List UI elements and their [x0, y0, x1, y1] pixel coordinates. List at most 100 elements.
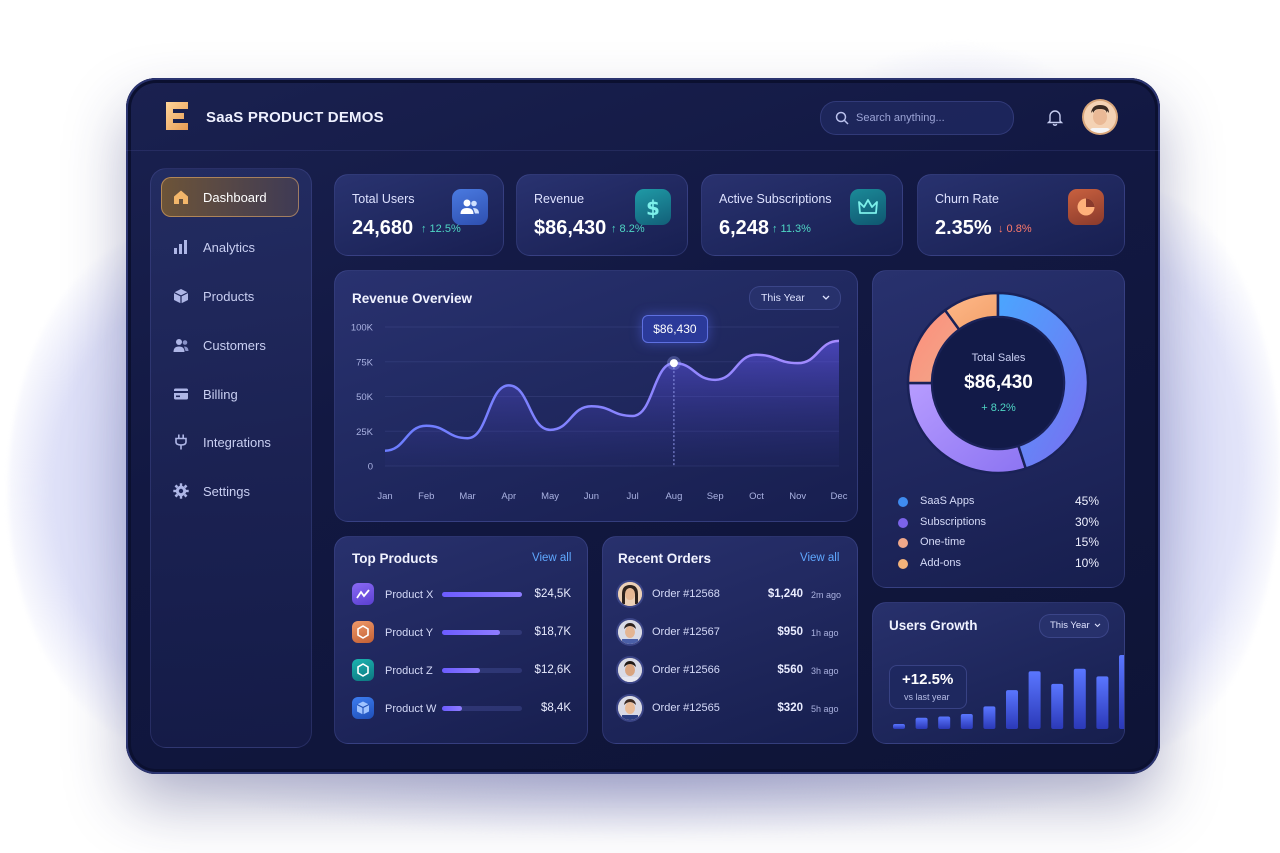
order-time: 1h ago: [811, 628, 839, 638]
sidebar-item-products[interactable]: Products: [161, 276, 299, 316]
donut-label: Total Sales: [971, 352, 1026, 364]
product-value: $18,7K: [534, 626, 571, 638]
dashboard-window: SaaS PRODUCT DEMOS Search anything... Da…: [126, 78, 1160, 774]
sidebar-item-label: Analytics: [203, 240, 256, 255]
chevron-down-icon: [1094, 623, 1101, 628]
sidebar-item-label: Integrations: [203, 435, 271, 450]
bell-icon[interactable]: [1046, 108, 1064, 126]
sidebar-item-label: Dashboard: [203, 190, 267, 205]
x-tick-label: Apr: [501, 491, 516, 502]
x-tick-label: Jun: [584, 491, 599, 502]
customer-avatar: [618, 620, 642, 644]
chart-tooltip: $86,430: [641, 315, 708, 344]
pie-icon: [1068, 189, 1104, 225]
users-icon: [173, 339, 189, 352]
avatar-face-icon: [1084, 101, 1116, 133]
growth-bar: [960, 713, 973, 729]
sidebar-item-customers[interactable]: Customers: [161, 325, 299, 365]
box-icon: [173, 289, 189, 304]
gear-icon: [173, 483, 189, 499]
period-dropdown-label: This Year: [1050, 620, 1090, 631]
trend-icon: [352, 583, 374, 605]
stat-change: ↑ 11.3%: [772, 223, 811, 235]
sidebar-item-analytics[interactable]: Analytics: [161, 227, 299, 267]
legend-value: 30%: [1074, 515, 1099, 529]
product-bar-fill: [442, 592, 522, 597]
brand-title: SaaS PRODUCT DEMOS: [206, 109, 384, 126]
sidebar-item-integrations[interactable]: Integrations: [161, 422, 299, 462]
product-name: Product Y: [385, 627, 434, 639]
order-time: 3h ago: [811, 666, 839, 676]
stat-card-active-subscriptions[interactable]: Active Subscriptions 6,248 ↑ 11.3%: [701, 174, 903, 256]
search-icon: [835, 111, 849, 125]
search-box[interactable]: Search anything...: [820, 101, 1014, 135]
growth-bar: [983, 706, 996, 729]
growth-badge-value: +12.5%: [902, 671, 954, 688]
users-icon: [452, 189, 488, 225]
legend-label: Add-ons: [920, 557, 961, 569]
product-value: $24,5K: [534, 588, 571, 600]
customer-avatar: [618, 658, 642, 682]
x-tick-label: Dec: [831, 491, 848, 502]
legend-label: Subscriptions: [920, 516, 987, 528]
stat-card-revenue[interactable]: Revenue $86,430 ↑ 8.2% $: [516, 174, 688, 256]
sidebar-item-settings[interactable]: Settings: [161, 471, 299, 511]
product-value: $8,4K: [540, 702, 571, 714]
x-tick-label: Aug: [665, 491, 682, 502]
recent-orders-view-all-link[interactable]: View all: [800, 552, 840, 564]
home-icon: [174, 190, 188, 204]
bar-chart-icon: [174, 240, 187, 254]
dollar-icon: $: [635, 189, 671, 225]
order-amount: $950: [777, 626, 803, 638]
y-tick-label: 75K: [356, 357, 374, 368]
period-dropdown[interactable]: This Year: [1039, 614, 1109, 638]
period-dropdown-label: This Year: [761, 292, 805, 304]
growth-bar: [893, 723, 905, 729]
product-name: Product Z: [385, 665, 433, 677]
search-input[interactable]: Search anything...: [856, 112, 945, 124]
order-amount: $560: [777, 664, 803, 676]
order-id: Order #12566: [652, 664, 720, 676]
stat-label: Churn Rate: [935, 192, 999, 206]
x-tick-label: Feb: [418, 491, 434, 502]
chevron-down-icon: [822, 295, 830, 300]
stat-card-churn-rate[interactable]: Churn Rate 2.35% ↓ 0.8%: [917, 174, 1125, 256]
top-products-view-all-link[interactable]: View all: [532, 552, 572, 564]
y-tick-label: 25K: [356, 427, 374, 438]
donut-slice-0[interactable]: [996, 291, 1090, 471]
user-avatar[interactable]: [1084, 101, 1116, 133]
tooltip-value: $86,430: [653, 322, 697, 337]
stat-card-total-users[interactable]: Total Users 24,680 ↑ 12.5%: [334, 174, 504, 256]
y-tick-label: 100K: [351, 323, 374, 334]
period-dropdown[interactable]: This Year: [749, 286, 841, 310]
x-tick-label: Sep: [707, 491, 724, 502]
product-bar-fill: [442, 668, 480, 673]
growth-bar: [915, 717, 928, 729]
order-time: 5h ago: [811, 704, 839, 714]
card-icon: [174, 388, 188, 400]
y-tick-label: 0: [368, 462, 373, 473]
cube-icon: [352, 697, 374, 719]
svg-text:$: $: [646, 196, 660, 220]
legend-label: SaaS Apps: [920, 495, 975, 507]
sidebar-item-label: Billing: [203, 387, 238, 402]
donut-value: $86,430: [964, 372, 1033, 393]
highlight-point[interactable]: [669, 359, 678, 368]
growth-bar: [1051, 683, 1064, 729]
legend-label: One-time: [920, 536, 966, 548]
product-bar-track: [442, 668, 522, 673]
card-title: Users Growth: [889, 618, 978, 633]
sidebar-item-billing[interactable]: Billing: [161, 374, 299, 414]
product-bar-fill: [442, 630, 500, 635]
order-id: Order #12568: [652, 588, 720, 600]
product-bar-track: [442, 630, 522, 635]
donut-center: [933, 318, 1063, 448]
users-growth-card: Users Growth This Year +12.5% vs last ye…: [872, 602, 1125, 744]
sidebar-item-dashboard[interactable]: Dashboard: [161, 177, 299, 217]
sidebar-item-label: Settings: [203, 484, 250, 499]
stat-value: 2.35%: [935, 217, 992, 239]
revenue-series-line: [384, 339, 840, 452]
legend-dot: [898, 497, 908, 507]
donut-change: + 8.2%: [981, 402, 1016, 414]
top-products-card: Top Products View all Product X $24,5K P…: [334, 536, 588, 744]
